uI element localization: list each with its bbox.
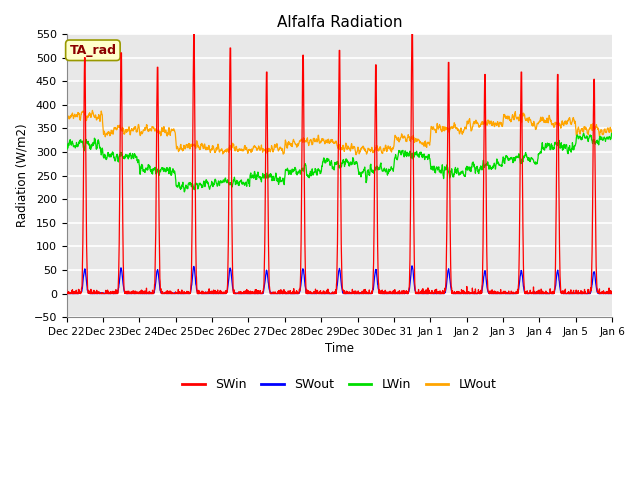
- LWin: [498, 163, 506, 169]
- Line: LWout: LWout: [67, 110, 612, 155]
- LWout: [608, 128, 616, 134]
- Title: Alfalfa Radiation: Alfalfa Radiation: [276, 15, 402, 30]
- LWin: [215, 180, 223, 185]
- LWin: [575, 133, 583, 139]
- Legend: SWin, SWout, LWin, LWout: SWin, SWout, LWin, LWout: [177, 373, 501, 396]
- LWin: [180, 189, 188, 195]
- LWout: [88, 108, 96, 113]
- SWout: [561, 291, 568, 297]
- SWout: [367, 290, 375, 296]
- LWout: [352, 152, 360, 157]
- Text: TA_rad: TA_rad: [69, 44, 116, 57]
- SWout: [63, 290, 70, 296]
- SWout: [408, 263, 416, 269]
- SWout: [608, 290, 616, 296]
- LWout: [575, 129, 583, 134]
- Line: SWout: SWout: [67, 266, 612, 294]
- SWout: [355, 290, 363, 296]
- SWin: [408, 26, 416, 32]
- SWin: [63, 291, 71, 297]
- LWout: [561, 119, 568, 125]
- SWin: [499, 289, 506, 295]
- LWin: [608, 131, 616, 136]
- SWin: [355, 291, 363, 297]
- SWin: [608, 291, 616, 297]
- SWin: [367, 290, 375, 296]
- Line: SWin: SWin: [67, 29, 612, 294]
- SWout: [575, 291, 583, 297]
- X-axis label: Time: Time: [325, 342, 354, 356]
- SWin: [575, 290, 583, 296]
- SWout: [63, 291, 71, 297]
- LWout: [215, 146, 223, 152]
- LWout: [499, 123, 506, 129]
- SWout: [215, 291, 223, 297]
- LWout: [63, 115, 70, 121]
- Line: LWin: LWin: [67, 133, 612, 192]
- SWin: [561, 288, 568, 294]
- SWin: [215, 291, 223, 297]
- SWin: [63, 288, 70, 293]
- LWin: [63, 141, 70, 147]
- LWout: [356, 150, 364, 156]
- LWin: [367, 164, 375, 170]
- LWin: [355, 170, 363, 176]
- SWout: [499, 290, 506, 296]
- LWout: [367, 147, 375, 153]
- Y-axis label: Radiation (W/m2): Radiation (W/m2): [15, 124, 28, 228]
- LWin: [560, 142, 568, 147]
- LWin: [580, 131, 588, 136]
